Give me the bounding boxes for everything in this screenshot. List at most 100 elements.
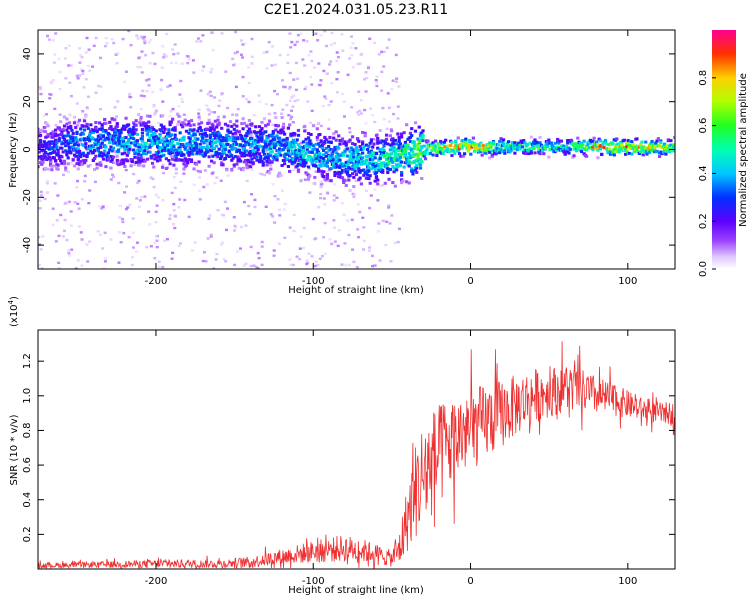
heatmap-cell <box>538 141 542 145</box>
heatmap-cell <box>110 158 114 162</box>
heatmap-speckle <box>127 30 131 33</box>
heatmap-cell <box>47 144 51 148</box>
heatmap-speckle <box>368 206 372 210</box>
heatmap-cell <box>187 153 191 157</box>
heatmap-cell <box>300 151 304 155</box>
heatmap-speckle <box>303 178 307 181</box>
heatmap-cell <box>353 164 357 168</box>
heatmap-speckle <box>53 107 57 111</box>
heatmap-cell <box>430 148 434 152</box>
heatmap-cell <box>513 151 517 155</box>
heatmap-speckle <box>323 252 327 255</box>
heatmap-cell <box>145 157 150 161</box>
heatmap-speckle <box>305 40 309 43</box>
heatmap-cell <box>210 144 214 148</box>
heatmap-cell <box>99 145 103 149</box>
heatmap-cell <box>387 161 391 165</box>
heatmap-speckle <box>314 170 318 173</box>
heatmap-cell <box>627 151 631 155</box>
heatmap-cell <box>378 149 382 153</box>
heatmap-cell <box>52 164 56 168</box>
heatmap-speckle <box>196 170 200 173</box>
heatmap-speckle <box>396 105 400 108</box>
heatmap-cell <box>470 145 474 149</box>
heatmap-cell <box>673 149 675 153</box>
heatmap-cell <box>41 145 45 149</box>
heatmap-cell <box>320 143 324 147</box>
heatmap-cell <box>624 152 628 156</box>
heatmap-speckle <box>222 257 226 261</box>
heatmap-cell <box>184 129 189 133</box>
heatmap-cell <box>244 140 248 144</box>
heatmap-cell <box>466 144 470 148</box>
heatmap-cell <box>337 153 341 157</box>
heatmap-cell <box>134 123 138 127</box>
heatmap-speckle <box>211 48 215 52</box>
heatmap-speckle <box>190 249 194 252</box>
heatmap-speckle <box>130 263 134 267</box>
heatmap-cell <box>62 124 67 128</box>
heatmap-speckle <box>264 205 268 208</box>
heatmap-speckle <box>232 63 236 67</box>
heatmap-cell <box>207 121 211 125</box>
heatmap-speckle <box>340 263 344 266</box>
heatmap-speckle <box>80 238 84 241</box>
heatmap-speckle <box>288 99 292 103</box>
heatmap-cell <box>352 175 356 179</box>
heatmap-cell <box>267 171 272 175</box>
y-tick-label: -40 <box>22 237 33 253</box>
heatmap-speckle <box>179 180 183 183</box>
heatmap-cell <box>45 156 49 160</box>
heatmap-speckle <box>325 44 329 48</box>
heatmap-cell <box>602 146 606 150</box>
heatmap-speckle <box>330 242 334 246</box>
heatmap-cell <box>496 143 501 147</box>
heatmap-speckle <box>288 32 292 35</box>
heatmap-cell <box>415 170 419 174</box>
heatmap-cell <box>125 153 129 157</box>
heatmap-speckle <box>315 138 319 142</box>
heatmap-speckle <box>56 194 60 197</box>
heatmap-cell <box>148 114 152 118</box>
heatmap-speckle <box>371 264 375 268</box>
heatmap-speckle <box>250 168 254 172</box>
heatmap-speckle <box>114 115 118 118</box>
heatmap-speckle <box>162 171 166 175</box>
heatmap-cell <box>309 132 313 136</box>
heatmap-speckle <box>310 109 314 113</box>
heatmap-cell <box>309 155 313 159</box>
heatmap-cell <box>137 143 141 147</box>
heatmap-speckle <box>180 97 184 100</box>
heatmap-cell <box>486 147 491 151</box>
heatmap-speckle <box>346 159 350 162</box>
heatmap-cell <box>378 154 382 158</box>
heatmap-cell <box>418 149 423 153</box>
snr-series-line <box>38 341 675 569</box>
heatmap-cell <box>226 134 230 138</box>
heatmap-cell <box>654 145 658 149</box>
heatmap-cell <box>356 151 360 155</box>
heatmap-cell <box>354 147 358 151</box>
heatmap-speckle <box>97 205 101 208</box>
heatmap-cell <box>496 149 501 153</box>
heatmap-cell <box>587 146 591 150</box>
heatmap-speckle <box>152 105 156 108</box>
heatmap-cell <box>52 144 56 148</box>
heatmap-speckle <box>389 260 393 263</box>
heatmap-cell <box>194 146 199 150</box>
heatmap-speckle <box>136 65 140 69</box>
heatmap-speckle <box>40 267 44 269</box>
heatmap-cell <box>275 155 279 159</box>
heatmap-cell <box>388 148 392 152</box>
heatmap-cell <box>265 160 269 164</box>
colorbar-tick-label: 0.6 <box>698 118 709 134</box>
heatmap-cell <box>646 148 650 152</box>
heatmap-speckle <box>163 239 167 242</box>
heatmap-speckle <box>371 113 375 117</box>
heatmap-cell <box>47 147 51 151</box>
heatmap-cell <box>479 141 483 145</box>
heatmap-speckle <box>173 226 177 230</box>
x-tick-label: -200 <box>145 276 168 287</box>
heatmap-cell <box>349 160 353 164</box>
heatmap-speckle <box>329 43 333 46</box>
